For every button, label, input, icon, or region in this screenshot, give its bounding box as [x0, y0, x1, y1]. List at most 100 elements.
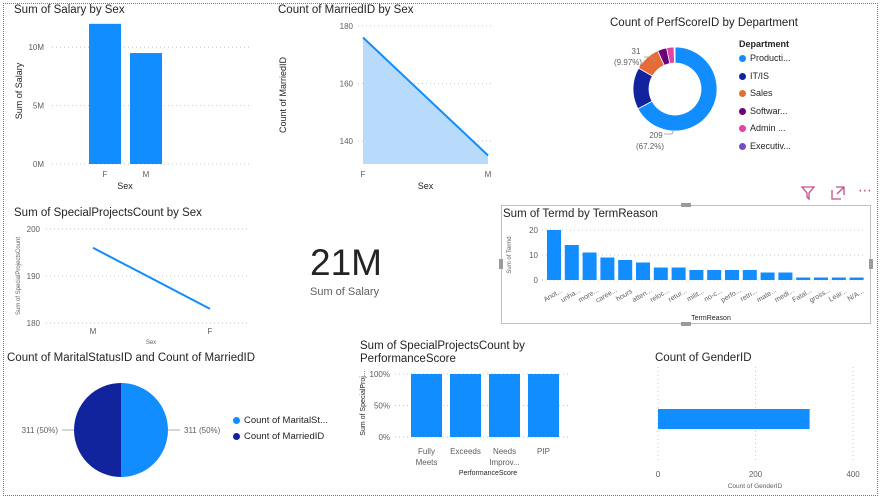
filter-icon[interactable] — [800, 185, 816, 204]
legend-item[interactable]: Count of MarriedID — [233, 431, 324, 442]
bar-termreason — [725, 270, 739, 280]
x-tick-label: F — [208, 327, 213, 336]
x-tick-label: M — [143, 170, 150, 179]
resize-handle-left[interactable] — [499, 259, 503, 269]
x-tick-label: medi... — [774, 287, 796, 304]
y-tick-label: 20 — [529, 226, 538, 235]
x-axis-title: TermReason — [691, 315, 731, 322]
legend-swatch — [233, 432, 240, 440]
salary-by-sex-chart[interactable]: Sum of Salary by Sex 0M 5M 10M F M Sex Sum of … — [10, 2, 260, 197]
salary-card[interactable]: 21M Sum of Salary — [300, 235, 440, 305]
legend-label: Softwar... — [750, 105, 788, 116]
data-label: 311 (50%) — [22, 426, 59, 435]
legend-title: Department — [739, 39, 790, 49]
x-axis-title: Sex — [146, 340, 156, 346]
bar-gender — [658, 409, 810, 429]
legend-swatch — [233, 416, 240, 424]
legend-label: Sales — [750, 88, 773, 98]
bar-termreason — [849, 277, 864, 280]
x-tick-label: F — [103, 170, 108, 179]
report-canvas — [3, 3, 878, 496]
bar-termreason — [547, 230, 561, 280]
y-tick-label: 50% — [374, 402, 390, 411]
legend-item[interactable]: Softwar... — [739, 106, 788, 116]
termd-by-reason-chart[interactable]: Sum of Termd by TermReason 0 10 20 Anot... u… — [502, 206, 870, 323]
leader-line — [644, 56, 657, 63]
bar-m — [130, 53, 162, 164]
legend-label: IT/IS — [750, 70, 770, 81]
chart-title-line2: PerformanceScore — [360, 353, 456, 365]
data-label: 31 — [632, 47, 641, 56]
x-axis-title: Sex — [117, 181, 133, 191]
card-label: Sum of Salary — [310, 286, 380, 298]
bar-termreason — [653, 267, 668, 280]
x-tick-label: Meets — [416, 458, 438, 467]
chart-title: Sum of SpecialProjectsCount by Sex — [14, 207, 202, 219]
legend-item[interactable]: Executiv... — [739, 141, 791, 151]
x-tick-label: Improv... — [489, 458, 520, 467]
x-tick-label: Fully — [418, 447, 435, 456]
y-tick-label: 10 — [529, 251, 538, 260]
resize-handle-top[interactable] — [681, 203, 691, 207]
marital-pie-svg: 311 (50%) 311 (50%) — [22, 383, 221, 477]
y-tick-label: 180 — [340, 22, 354, 31]
bar-termreason — [796, 277, 811, 280]
legend-swatch — [739, 107, 746, 115]
legend-label: Count of MaritalSt... — [244, 415, 328, 426]
chart-title: Sum of SpecialProjectsCount by — [360, 340, 525, 352]
chart-title: Count of PerfScoreID by Department — [610, 17, 798, 29]
donut-slice-0 — [637, 46, 718, 132]
x-tick-label: Lear... — [828, 288, 848, 304]
special-sex-svg: 180 190 200 M F Sex Sum of SpecialProjectsCoun… — [16, 225, 250, 346]
special-by-sex-chart[interactable]: Sum of SpecialProjectsCount by Sex 180 19… — [10, 203, 260, 353]
legend-swatch — [739, 55, 746, 63]
legend-item[interactable]: Count of MaritalSt... — [233, 415, 328, 426]
data-label: 209 — [649, 131, 663, 140]
x-tick-label: M — [90, 327, 97, 336]
bar-termreason — [760, 272, 775, 280]
married-by-sex-chart[interactable]: Count of MarriedID by Sex 140 160 180 F M Sex… — [270, 2, 510, 197]
more-options-icon[interactable]: ⋯ — [858, 182, 873, 198]
y-tick-label: 0 — [534, 276, 539, 285]
focus-mode-icon[interactable] — [830, 185, 846, 204]
y-tick-label: 0% — [378, 433, 390, 442]
special-by-performance-chart[interactable]: Sum of SpecialProjectsCount by Performan… — [355, 338, 585, 493]
x-tick-label: mate... — [756, 287, 778, 304]
department-donut-svg: 31 (9.97%) 209 (67.2%) — [614, 46, 718, 151]
perf-by-department-chart[interactable]: Count of PerfScoreID by Department 31 (9.… — [600, 10, 870, 160]
legend-swatch — [739, 72, 746, 80]
marital-married-pie-chart[interactable]: Count of MaritalStatusID and Count of Ma… — [2, 350, 342, 495]
legend-item[interactable]: Producti... — [739, 53, 791, 63]
bar-termreason — [671, 267, 686, 280]
x-tick-label: hours — [615, 288, 634, 303]
x-tick-label: Anot... — [543, 288, 564, 304]
area-fill — [363, 37, 488, 164]
x-axis-title: Count of GenderID — [728, 483, 783, 490]
legend-item[interactable]: Admin ... — [739, 123, 786, 133]
y-tick-label: 140 — [340, 137, 354, 146]
gender-count-chart[interactable]: Count of GenderID 0 200 400 Count of Gender… — [645, 345, 870, 493]
bar-performance — [450, 374, 481, 437]
x-tick-label: perfo... — [720, 287, 742, 304]
y-tick-label: 160 — [340, 80, 354, 89]
legend-item[interactable]: IT/IS — [739, 71, 769, 81]
performance-chart-svg: 0% 50% 100% Fully Meets Exceeds Needs Improv...… — [360, 370, 570, 477]
bar-termreason — [689, 270, 704, 280]
visual-header: ⋯ — [800, 182, 880, 204]
legend-swatch — [739, 125, 746, 133]
bar-termreason — [707, 270, 722, 280]
gender-chart-svg: 0 200 400 Count of GenderID — [656, 367, 860, 490]
x-tick-label: no-c... — [703, 288, 723, 304]
resize-handle-right[interactable] — [869, 259, 873, 269]
legend-swatch — [739, 142, 746, 150]
legend-item[interactable]: Sales — [739, 88, 773, 98]
x-tick-label: atten... — [631, 287, 653, 304]
resize-handle-bottom[interactable] — [681, 322, 691, 326]
x-tick-label: M — [485, 170, 492, 179]
x-tick-label: F — [361, 170, 366, 179]
y-axis-title: Sum of SpecialProj... — [360, 370, 367, 435]
x-tick-label: Exceeds — [450, 447, 481, 456]
x-tick-label: 200 — [749, 470, 763, 479]
chart-title: Count of MarriedID by Sex — [278, 4, 414, 16]
bar-termreason — [564, 245, 579, 280]
